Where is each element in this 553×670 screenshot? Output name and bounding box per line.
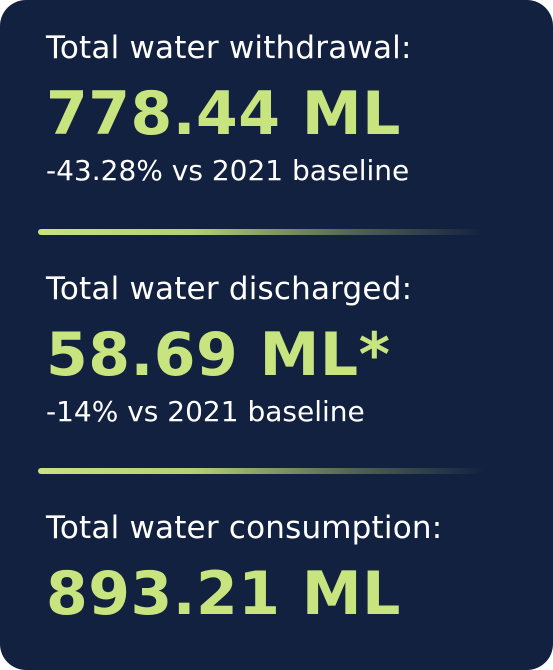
stat-water-discharged: Total water discharged: 58.69 ML* -14% v…: [46, 271, 533, 429]
divider: [38, 229, 484, 235]
stat-water-consumption: Total water consumption: 893.21 ML: [46, 510, 533, 628]
stat-note: -43.28% vs 2021 baseline: [46, 154, 410, 187]
stat-label: Total water discharged:: [46, 271, 413, 307]
stat-label: Total water withdrawal:: [46, 30, 412, 66]
stat-value: 58.69 ML*: [46, 320, 391, 390]
stat-label: Total water consumption:: [46, 510, 443, 546]
stat-value: 778.44 ML: [46, 79, 401, 149]
stat-value: 893.21 ML: [46, 559, 401, 629]
stat-note: -14% vs 2021 baseline: [46, 395, 365, 428]
stat-water-withdrawal: Total water withdrawal: 778.44 ML -43.28…: [46, 30, 533, 188]
divider: [38, 468, 484, 474]
